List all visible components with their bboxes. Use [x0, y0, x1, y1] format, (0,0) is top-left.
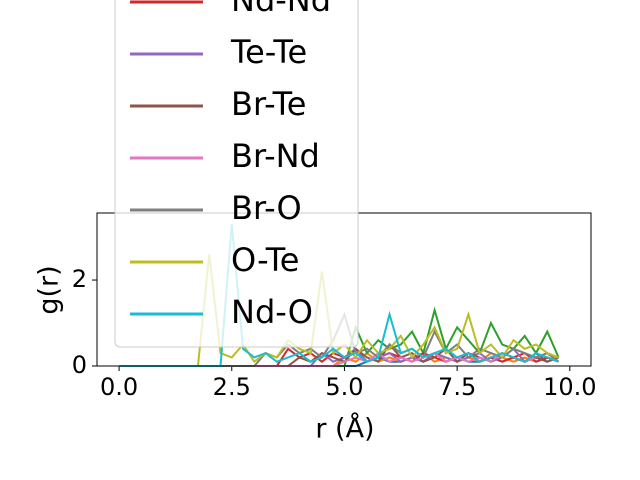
- y-axis-label: g(r): [34, 265, 65, 314]
- legend-label: Br-O: [231, 189, 302, 227]
- y-tick-label: 0: [72, 351, 87, 379]
- legend-label: Nd-O: [231, 293, 313, 331]
- legend-label: Te-Te: [230, 33, 307, 71]
- legend-label: Br-Nd: [231, 137, 320, 175]
- x-tick-label: 7.5: [438, 373, 476, 401]
- y-tick-label: 2: [72, 265, 87, 293]
- legend-box: [114, 0, 359, 348]
- x-tick-label: 5.0: [325, 373, 363, 401]
- x-tick-label: 2.5: [213, 373, 251, 401]
- legend-label: Br-Te: [231, 85, 306, 123]
- x-tick-label: 0.0: [100, 373, 138, 401]
- x-tick-label: 10.0: [543, 373, 596, 401]
- legend-label: Nd-Nd: [231, 0, 331, 19]
- legend-label: O-Te: [231, 241, 299, 279]
- x-axis-label: r (Å): [315, 413, 374, 445]
